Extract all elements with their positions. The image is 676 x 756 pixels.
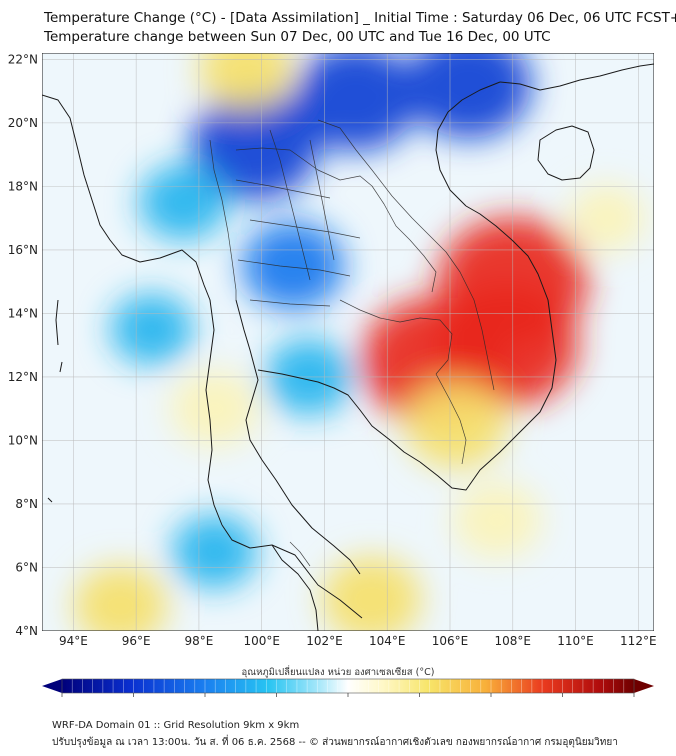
lat-label: 14°N	[8, 306, 38, 320]
anomaly-warm-hainan-sea	[568, 184, 646, 252]
lat-label: 8°N	[15, 497, 38, 511]
colorbar-tick-label: 3	[560, 699, 565, 700]
anomaly-cold-central-thailand	[242, 221, 345, 310]
lon-label: 98°E	[184, 634, 213, 648]
lat-label: 20°N	[8, 116, 38, 130]
cambodia-vietnam-border	[435, 373, 467, 465]
tenasserim-coast	[221, 524, 363, 619]
myanmar-thai-border	[209, 139, 237, 300]
lat-label: 16°N	[8, 243, 38, 257]
anomaly-warm-sw-corner	[73, 565, 168, 631]
latitude-labels: 22°N 20°N 18°N 16°N 14°N 12°N 10°N 8°N 6°N 4°N	[8, 52, 38, 638]
temperature-change-map: 22°N 20°N 18°N 16°N 14°N 12°N 10°N 8°N 6°N 4°N 94…	[8, 52, 657, 700]
hainan-island	[537, 125, 595, 181]
colorbar-max-arrow	[634, 679, 654, 693]
andaman-islands	[47, 299, 63, 503]
lat-label: 22°N	[8, 52, 38, 66]
north-province-lines	[235, 129, 361, 307]
anomaly-cold-west-of-malaya	[172, 514, 258, 589]
map-title: Temperature Change (°C) - [Data Assimila…	[44, 10, 676, 26]
anomaly-warm-malaya-east	[321, 556, 422, 631]
anomaly-warm-mekong-delta	[405, 380, 508, 469]
colorbar: -4 -3 -2 -1 0 1 2 3 4	[42, 678, 654, 700]
thai-cambodia-border	[339, 299, 453, 375]
lat-label: 18°N	[8, 179, 38, 193]
lon-label: 112°E	[620, 634, 657, 648]
anomaly-cold-southern-myanmar	[139, 164, 228, 241]
longitude-labels: 94°E 96°E 98°E 100°E 102°E 104°E 106°E 108°E 110…	[59, 634, 657, 648]
lon-label: 94°E	[59, 634, 88, 648]
graticule	[42, 53, 654, 631]
lon-label: 96°E	[122, 634, 151, 648]
anomaly-cold-core-northeast-vietnam	[406, 53, 532, 139]
colorbar-title: อุณหภูมิเปลี่ยนแปลง หน่วย องศาเซลเซียส (…	[241, 667, 435, 678]
anomaly-warm-myanmar-north	[199, 53, 293, 110]
anomaly-warm-core-southern-laos	[434, 283, 579, 408]
colorbar-tick-label: -2	[201, 699, 209, 700]
colorbar-tick-label: -4	[58, 699, 66, 700]
malay-east-coast	[271, 544, 319, 631]
lon-label: 102°E	[306, 634, 343, 648]
thai-laos-border	[235, 147, 437, 293]
coastlines	[42, 63, 654, 631]
lon-label: 100°E	[243, 634, 280, 648]
map-subtitle: Temperature change between Sun 07 Dec, 0…	[44, 29, 551, 45]
south-china-coast	[499, 63, 654, 91]
laos-vietnam-border	[317, 119, 495, 391]
gulf-of-thailand-coast	[235, 299, 361, 575]
anomaly-warm-south-china-sea	[453, 481, 542, 558]
colorbar-tick-label: 4	[631, 699, 636, 700]
anomaly-cold-core-north-thailand-laos	[191, 90, 320, 200]
vietnam-north-coast	[435, 81, 501, 207]
colorbar-tick-label: 0	[345, 699, 350, 700]
colorbar-tick-label: -1	[273, 699, 281, 700]
admin-borders	[209, 119, 495, 567]
mekong-delta-coast	[419, 205, 557, 491]
model-info: WRF-DA Domain 01 :: Grid Resolution 9km …	[52, 720, 300, 731]
lat-label: 10°N	[8, 433, 38, 447]
colorbar-tick-label: 1	[417, 699, 422, 700]
lon-label: 106°E	[432, 634, 469, 648]
anomaly-warm-andaman-east	[170, 370, 259, 447]
lat-label: 6°N	[15, 560, 38, 574]
thai-malaysia-border	[289, 541, 311, 567]
temperature-anomaly-field	[73, 53, 646, 631]
lon-label: 110°E	[557, 634, 594, 648]
lat-label: 12°N	[8, 370, 38, 384]
colorbar-min-arrow	[42, 679, 62, 693]
colorbar-tick-label: 2	[488, 699, 493, 700]
colorbar-tick-label: -3	[130, 699, 138, 700]
anomaly-cold-andaman-sea	[110, 293, 194, 365]
lon-label: 104°E	[369, 634, 406, 648]
lat-label: 4°N	[15, 624, 38, 638]
thai-east-gulf-coast	[257, 369, 421, 463]
anomaly-cold-core-north-vietnam	[293, 53, 419, 152]
lon-label: 108°E	[495, 634, 532, 648]
myanmar-west-coast	[42, 94, 223, 526]
credit-line: ปรับปรุงข้อมูล ณ เวลา 13:00น. วัน ส. ที่…	[52, 737, 618, 748]
